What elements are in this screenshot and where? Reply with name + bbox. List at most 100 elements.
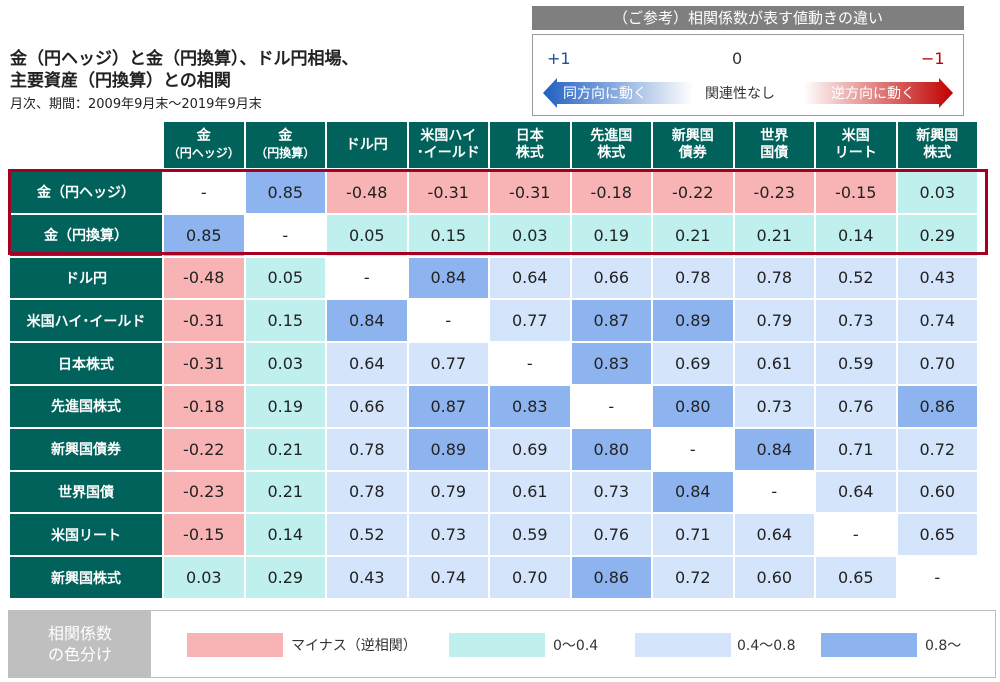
correlation-cell: 0.65	[897, 514, 977, 556]
reference-panel: （ご参考）相関係数が表す値動きの違い +1 0 −1 同	[532, 6, 964, 116]
reference-body: +1 0 −1 同方向に動く 関連性なし 逆方	[532, 34, 964, 116]
diagonal-cell: -	[897, 557, 977, 598]
correlation-cell: -0.31	[490, 172, 570, 213]
page-title: 金（円ヘッジ）と金（円換算）、ドル円相場、 主要資産（円換算）との相関	[10, 48, 359, 92]
correlation-cell: 0.87	[408, 386, 488, 427]
correlation-cell: 0.76	[571, 514, 651, 556]
correlation-cell: 0.73	[734, 386, 814, 427]
correlation-cell: -0.18	[164, 386, 244, 427]
reference-plus-one: +1	[547, 49, 571, 68]
column-header-line1: 金	[278, 128, 293, 144]
legend-swatch-mid	[635, 633, 731, 657]
column-header-line1: 金	[196, 128, 211, 144]
row-header: 新興国債券	[10, 428, 162, 470]
correlation-cell: 0.69	[653, 343, 733, 384]
correlation-cell: 0.84	[327, 300, 407, 342]
correlation-cell: 0.83	[571, 343, 651, 384]
title-line-2: 主要資産（円換算）との相関	[10, 71, 231, 91]
correlation-cell: 0.19	[571, 214, 651, 256]
row-header: 金（円ヘッジ）	[10, 172, 162, 213]
column-header-line1: 日本	[515, 128, 544, 144]
row-header: 金（円換算）	[10, 214, 162, 256]
column-header-line2: 債券	[678, 145, 707, 161]
correlation-cell: 0.71	[653, 514, 733, 556]
correlation-cell: 0.70	[490, 557, 570, 598]
legend-title: 相関係数 の色分け	[9, 611, 151, 677]
column-header-line1: 世界	[760, 128, 789, 144]
correlation-cell: 0.60	[897, 471, 977, 513]
correlation-cell: 0.43	[897, 257, 977, 299]
correlation-cell: 0.03	[164, 557, 244, 598]
correlation-cell: 0.64	[327, 343, 407, 384]
reference-zero: 0	[732, 49, 743, 68]
correlation-cell: 0.29	[897, 214, 977, 256]
correlation-cell: 0.79	[408, 471, 488, 513]
column-header-line1: 新興国	[671, 128, 714, 144]
correlation-cell: 0.85	[164, 214, 244, 256]
correlation-cell: 0.60	[734, 557, 814, 598]
column-header-line1: 新興国	[916, 128, 959, 144]
diagonal-cell: -	[734, 471, 814, 513]
correlation-cell: 0.15	[245, 300, 325, 342]
correlation-cell: 0.61	[734, 343, 814, 384]
legend-label-low: 0～0.4	[553, 638, 599, 654]
correlation-cell: 0.21	[245, 428, 325, 470]
column-header-line1: 米国ハイ	[420, 128, 477, 144]
row-header: 米国ハイ･イールド	[10, 300, 162, 342]
legend-label-high: 0.8～	[925, 638, 962, 654]
correlation-cell: 0.76	[816, 386, 896, 427]
correlation-cell: 0.14	[245, 514, 325, 556]
correlation-cell: 0.78	[327, 471, 407, 513]
correlation-cell: 0.03	[897, 172, 977, 213]
correlation-cell: 0.66	[327, 386, 407, 427]
correlation-cell: 0.74	[897, 300, 977, 342]
correlation-cell: -0.22	[653, 172, 733, 213]
column-header: 新興国 株式	[897, 122, 977, 168]
correlation-cell: 0.71	[816, 428, 896, 470]
correlation-cell: 0.89	[408, 428, 488, 470]
correlation-cell: 0.61	[490, 471, 570, 513]
correlation-cell: -0.31	[164, 300, 244, 342]
no-relation-label: 関連性なし	[705, 86, 775, 102]
correlation-cell: 0.65	[816, 557, 896, 598]
correlation-cell: 0.03	[245, 343, 325, 384]
same-direction-label: 同方向に動く	[563, 86, 647, 102]
column-header-line2: 株式	[597, 145, 626, 161]
correlation-cell: -0.18	[571, 172, 651, 213]
column-header: 金 （円ヘッジ）	[164, 122, 244, 168]
correlation-cell: -0.23	[164, 471, 244, 513]
correlation-cell: 0.43	[327, 557, 407, 598]
column-header: 米国 リート	[816, 122, 896, 168]
row-header: 日本株式	[10, 343, 162, 384]
reference-minus-one: −1	[921, 49, 945, 68]
correlation-cell: 0.52	[327, 514, 407, 556]
correlation-cell: -0.15	[164, 514, 244, 556]
row-header: ドル円	[10, 257, 162, 299]
column-header-line2: 国債	[760, 145, 789, 161]
diagonal-cell: -	[653, 428, 733, 470]
correlation-cell: 0.74	[408, 557, 488, 598]
reference-heading: （ご参考）相関係数が表す値動きの違い	[532, 6, 964, 30]
correlation-cell: 0.77	[490, 300, 570, 342]
correlation-cell: 0.64	[734, 514, 814, 556]
column-header-line2: リート	[834, 145, 877, 161]
legend-swatch-high	[821, 633, 917, 657]
correlation-cell: 0.72	[897, 428, 977, 470]
column-header: 日本 株式	[490, 122, 570, 168]
correlation-cell: 0.66	[571, 257, 651, 299]
diagonal-cell: -	[408, 300, 488, 342]
diagonal-cell: -	[816, 514, 896, 556]
correlation-cell: -0.15	[816, 172, 896, 213]
legend-label-mid: 0.4～0.8	[737, 638, 796, 654]
correlation-cell: 0.83	[490, 386, 570, 427]
correlation-cell: 0.59	[816, 343, 896, 384]
column-header: 世界 国債	[734, 122, 814, 168]
period-subtitle: 月次、期間：2009年9月末～2019年9月末	[10, 97, 262, 112]
column-header: 新興国 債券	[653, 122, 733, 168]
correlation-cell: 0.79	[734, 300, 814, 342]
correlation-cell: 0.05	[245, 257, 325, 299]
title-line-1: 金（円ヘッジ）と金（円換算）、ドル円相場、	[10, 49, 359, 69]
diagonal-cell: -	[490, 343, 570, 384]
column-header-line2: （円ヘッジ）	[167, 146, 240, 160]
correlation-cell: 0.78	[327, 428, 407, 470]
